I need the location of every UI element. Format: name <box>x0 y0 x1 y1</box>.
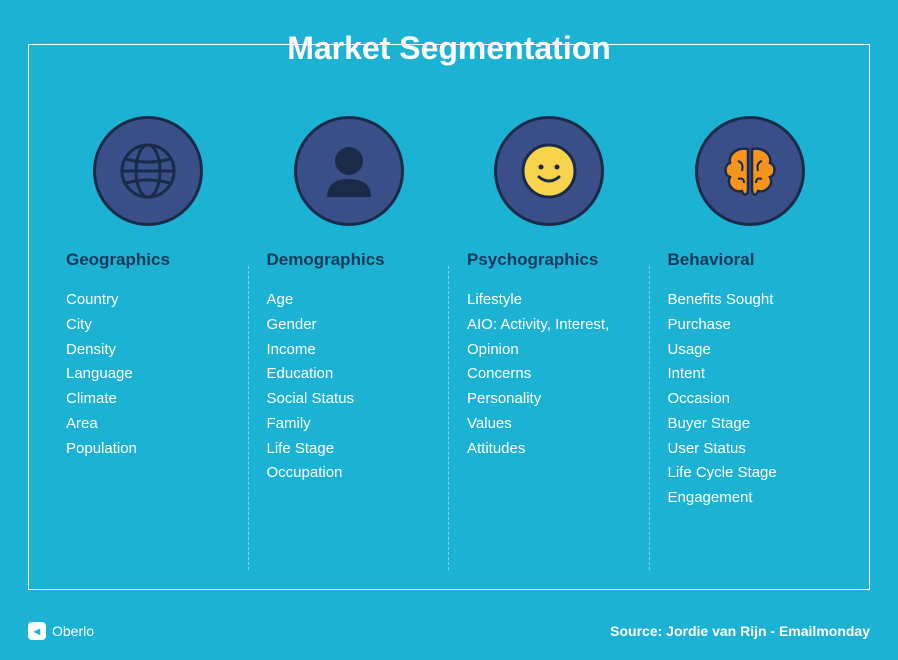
brand-badge-icon: ◂ <box>28 622 46 640</box>
brand-logo: ◂ Oberlo <box>28 622 94 640</box>
list-item: Occasion <box>668 387 833 412</box>
list-item: Buyer Stage <box>668 412 833 437</box>
list-item: Country <box>66 288 231 313</box>
category-title: Behavioral <box>668 250 833 270</box>
list-item: Density <box>66 338 231 363</box>
source-credit: Source: Jordie van Rijn - Emailmonday <box>610 623 870 639</box>
list-item: Life Stage <box>267 437 432 462</box>
footer: ◂ Oberlo Source: Jordie van Rijn - Email… <box>28 622 870 640</box>
category-behavioral: Behavioral Benefits SoughtPurchaseUsageIn… <box>650 116 851 570</box>
list-item: Climate <box>66 387 231 412</box>
category-title: Psychographics <box>467 250 632 270</box>
list-item: Gender <box>267 313 432 338</box>
list-item: Benefits Sought <box>668 288 833 313</box>
categories-row: Geographics CountryCityDensityLanguageCli… <box>48 116 850 570</box>
list-item: Usage <box>668 338 833 363</box>
list-item: Life Cycle Stage <box>668 461 833 486</box>
category-demographics: Demographics AgeGenderIncomeEducationSoci… <box>249 116 450 570</box>
list-item: Occupation <box>267 461 432 486</box>
list-item: Attitudes <box>467 437 632 462</box>
list-item: Intent <box>668 362 833 387</box>
category-title: Geographics <box>66 250 231 270</box>
list-item: Education <box>267 362 432 387</box>
list-item: Area <box>66 412 231 437</box>
category-items: LifestyleAIO: Activity, Interest, Opinio… <box>467 288 632 461</box>
category-psychographics: Psychographics LifestyleAIO: Activity, In… <box>449 116 650 570</box>
list-item: Personality <box>467 387 632 412</box>
list-item: Values <box>467 412 632 437</box>
list-item: Concerns <box>467 362 632 387</box>
category-items: CountryCityDensityLanguageClimateAreaPop… <box>66 288 231 461</box>
list-item: Language <box>66 362 231 387</box>
category-items: Benefits SoughtPurchaseUsageIntentOccasi… <box>668 288 833 511</box>
smiley-icon <box>494 116 604 226</box>
list-item: Social Status <box>267 387 432 412</box>
list-item: Family <box>267 412 432 437</box>
brand-name: Oberlo <box>52 623 94 639</box>
list-item: City <box>66 313 231 338</box>
category-geographics: Geographics CountryCityDensityLanguageCli… <box>48 116 249 570</box>
globe-icon <box>93 116 203 226</box>
list-item: Purchase <box>668 313 833 338</box>
category-title: Demographics <box>267 250 432 270</box>
list-item: Age <box>267 288 432 313</box>
category-items: AgeGenderIncomeEducationSocial StatusFam… <box>267 288 432 486</box>
person-icon <box>294 116 404 226</box>
list-item: Engagement <box>668 486 833 511</box>
list-item: User Status <box>668 437 833 462</box>
brain-icon <box>695 116 805 226</box>
list-item: AIO: Activity, Interest, Opinion <box>467 313 632 363</box>
list-item: Population <box>66 437 231 462</box>
list-item: Income <box>267 338 432 363</box>
list-item: Lifestyle <box>467 288 632 313</box>
